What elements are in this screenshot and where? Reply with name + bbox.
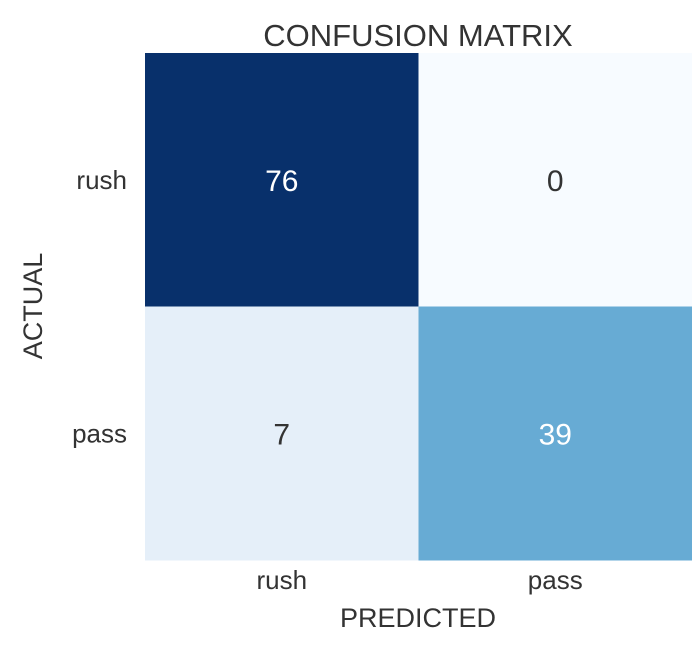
cell-value-rush-rush: 76 bbox=[265, 165, 298, 198]
heatmap-cell-labels: 76 0 7 39 bbox=[265, 165, 572, 452]
heatmap-cells bbox=[145, 53, 692, 561]
y-tick-label-pass: pass bbox=[72, 418, 127, 448]
chart-title: CONFUSION MATRIX bbox=[263, 18, 573, 53]
x-axis-ticks: rush pass bbox=[256, 565, 582, 595]
x-tick-label-pass: pass bbox=[528, 565, 583, 595]
cell-value-pass-rush: 7 bbox=[273, 418, 290, 451]
heatmap-cell-rush-pass bbox=[418, 53, 692, 307]
x-axis-label: PREDICTED bbox=[340, 603, 496, 633]
heatmap-cell-pass-pass bbox=[418, 306, 692, 561]
x-tick-label-rush: rush bbox=[256, 565, 307, 595]
heatmap-cell-rush-rush bbox=[145, 53, 419, 307]
heatmap-cell-pass-rush bbox=[145, 306, 419, 561]
y-tick-label-rush: rush bbox=[76, 165, 127, 195]
cell-value-pass-pass: 39 bbox=[539, 418, 572, 451]
y-axis-ticks: rush pass bbox=[72, 165, 127, 449]
cell-value-rush-pass: 0 bbox=[547, 165, 564, 198]
y-axis-label: ACTUAL bbox=[18, 253, 48, 360]
